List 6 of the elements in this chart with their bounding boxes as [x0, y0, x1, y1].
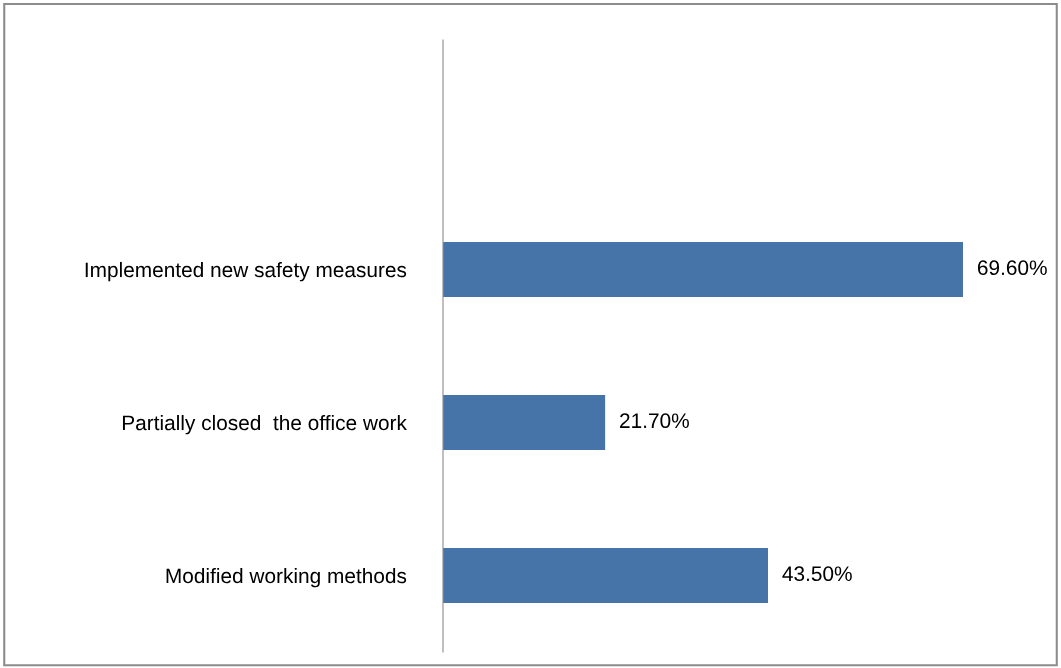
data-label: 43.50% — [782, 566, 852, 582]
y-tick-label: Implemented new safety measures — [85, 261, 407, 282]
data-label: 21.70% — [620, 413, 689, 429]
y-tick-label: Partially closed the office work — [122, 414, 407, 435]
y-tick-label: Modified working methods — [166, 567, 407, 588]
data-label: 69.60% — [977, 260, 1047, 276]
